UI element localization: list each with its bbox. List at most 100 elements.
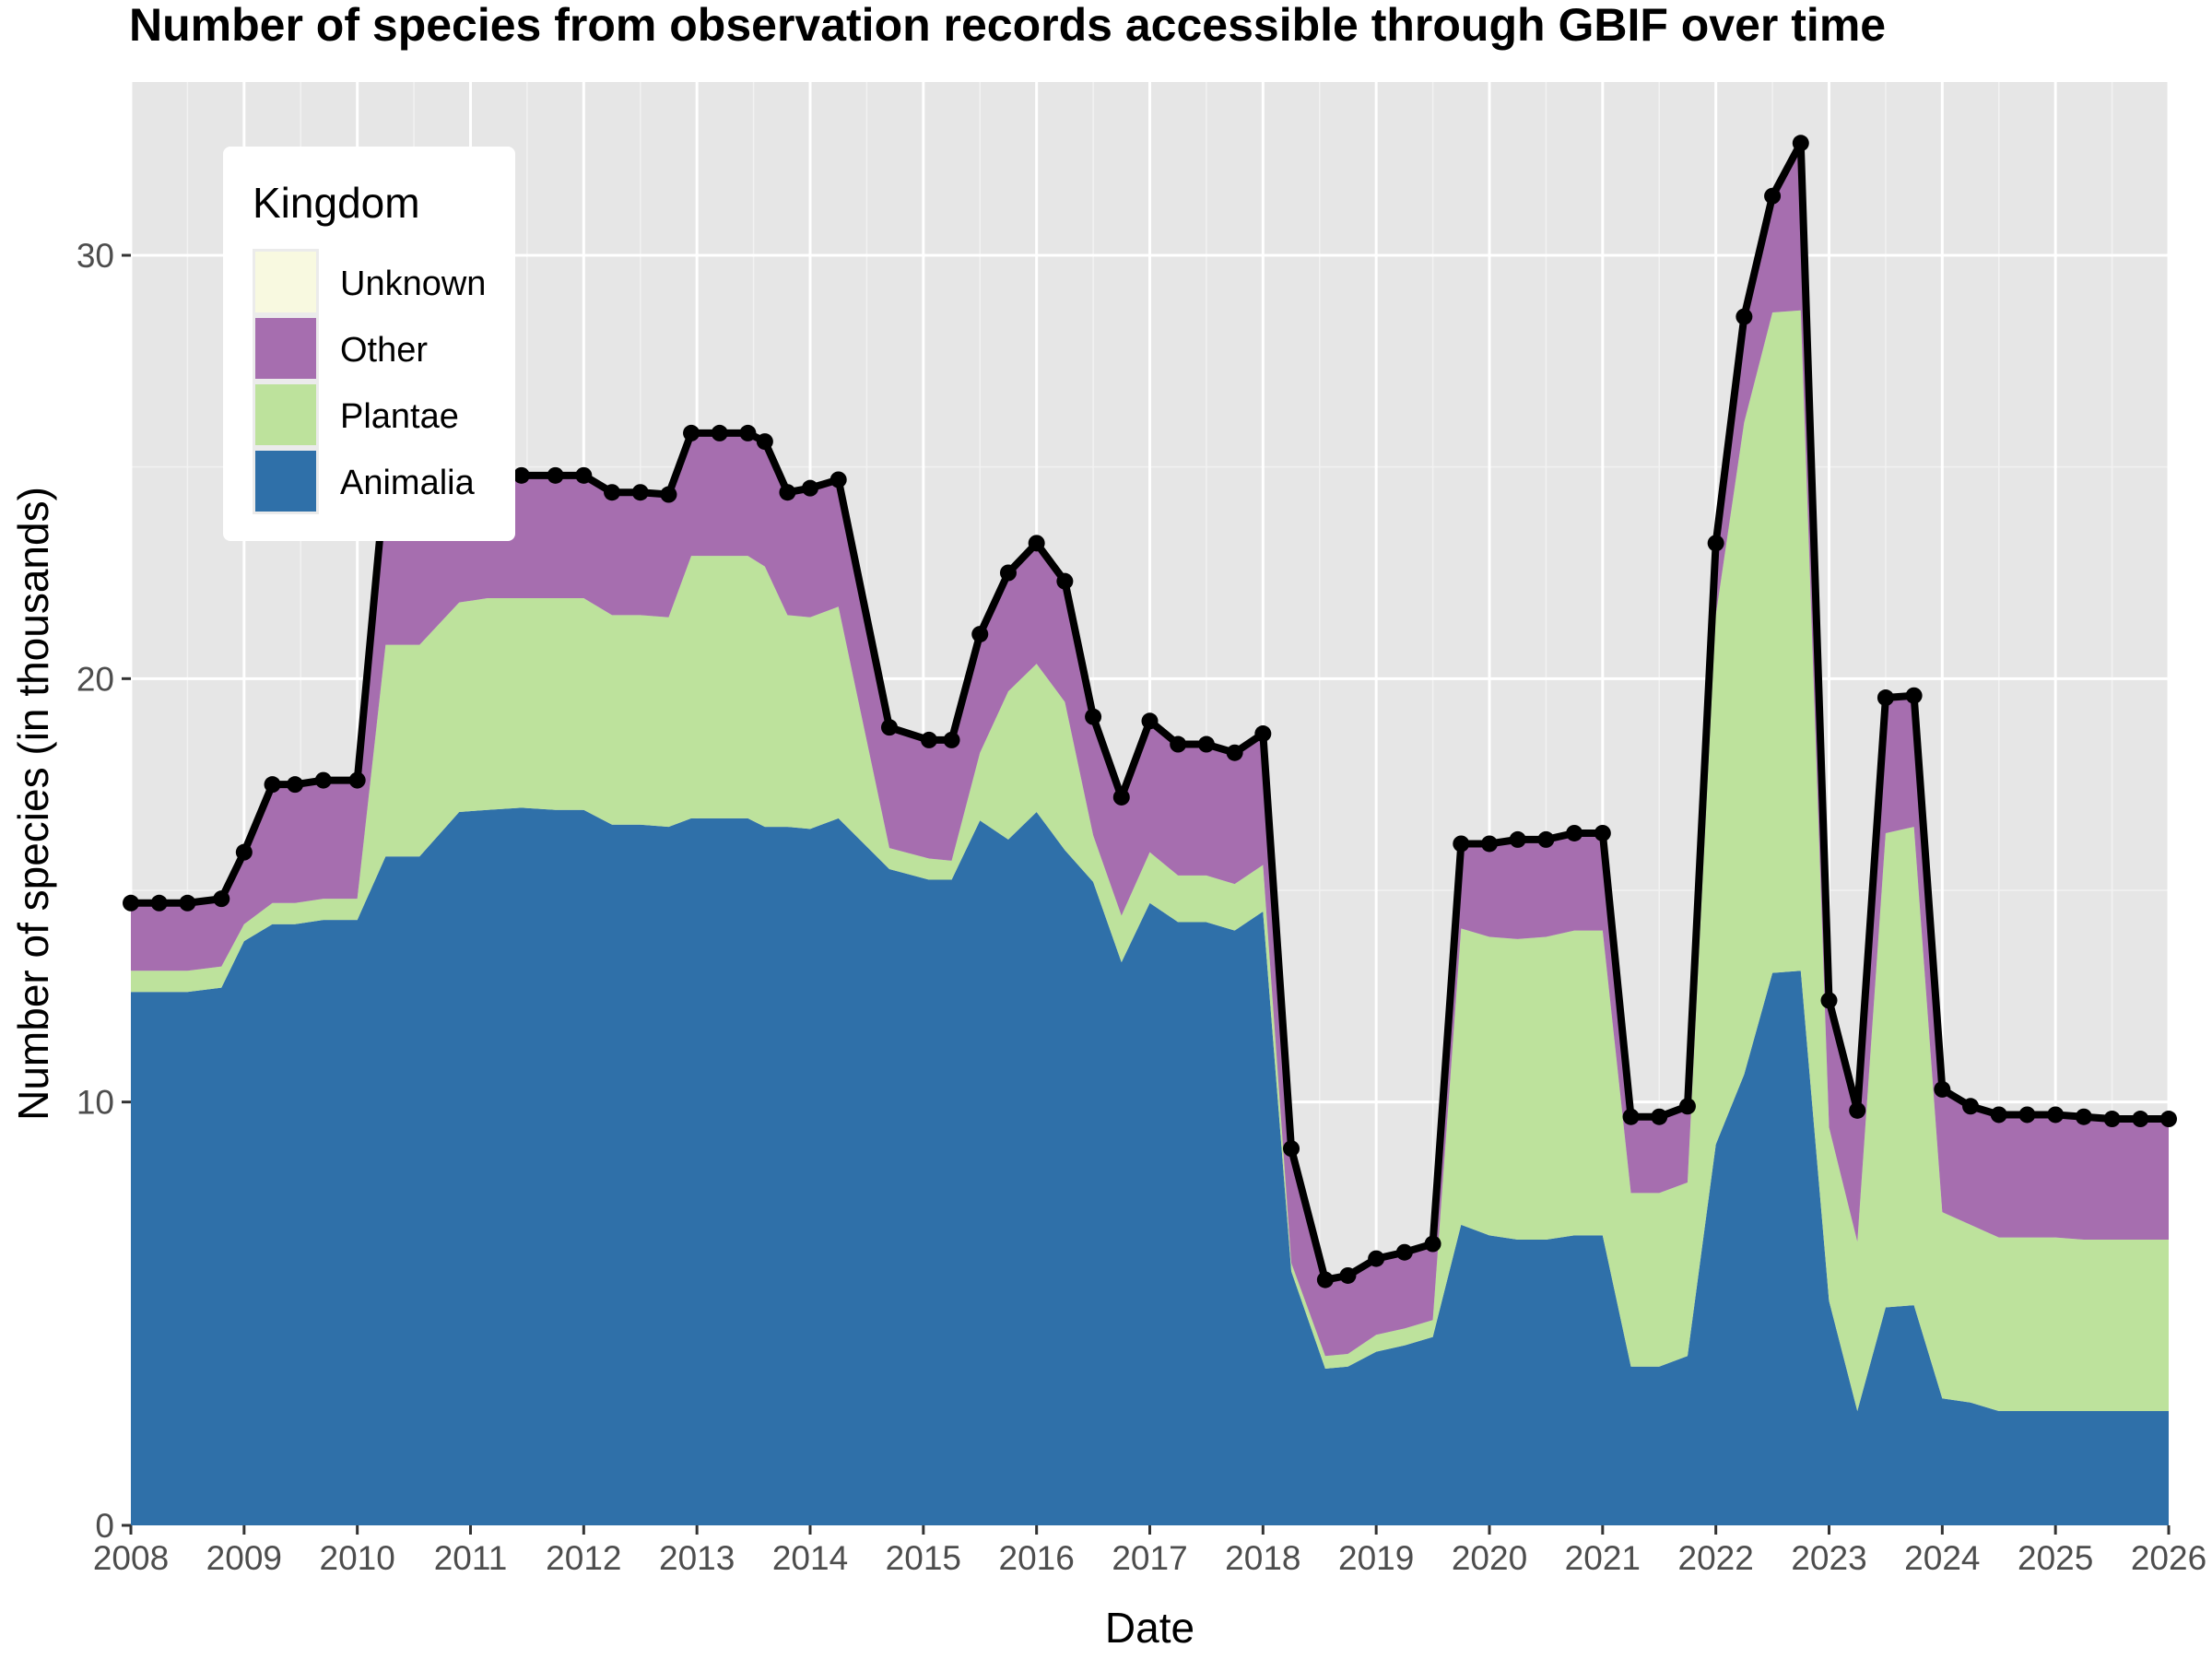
total-point — [1112, 788, 1130, 806]
y-axis-title: Number of species (in thousands) — [9, 487, 57, 1121]
x-axis-title: Date — [1105, 1604, 1194, 1652]
x-tick-label: 2017 — [1112, 1539, 1187, 1577]
total-point — [1085, 708, 1102, 725]
total-point — [1481, 835, 1498, 853]
total-point — [123, 894, 139, 912]
total-point — [264, 776, 281, 794]
total-point — [711, 424, 728, 441]
total-point — [1934, 1080, 1951, 1098]
total-point — [943, 731, 960, 748]
total-point — [547, 466, 564, 484]
x-tick-label: 2018 — [1225, 1539, 1300, 1577]
total-point — [1254, 725, 1272, 743]
x-tick-label: 2014 — [772, 1539, 848, 1577]
x-tick-label: 2025 — [2018, 1539, 2093, 1577]
total-point — [1594, 824, 1611, 841]
x-tick-label: 2015 — [886, 1539, 961, 1577]
total-point — [1735, 308, 1753, 325]
total-point — [920, 731, 937, 748]
total-point — [1707, 535, 1724, 552]
total-point — [1537, 830, 1555, 848]
total-point — [1197, 735, 1215, 753]
axes: 0 10 20 30 2008 2009 2010 2011 2012 2013 2014 2015 2… — [76, 237, 2206, 1577]
x-tick-label: 2008 — [93, 1539, 169, 1577]
area-other — [131, 143, 2169, 1357]
total-point — [512, 466, 530, 484]
legend-label-other: Other — [340, 331, 428, 370]
area-plantae — [131, 310, 2169, 1411]
x-tick-label: 2020 — [1452, 1539, 1527, 1577]
total-point — [880, 719, 898, 736]
total-point — [1651, 1108, 1668, 1125]
total-point — [2160, 1111, 2177, 1128]
total-point — [756, 433, 773, 451]
total-point — [2075, 1108, 2092, 1125]
total-point — [1622, 1108, 1640, 1125]
x-tick-label: 2009 — [206, 1539, 282, 1577]
legend-swatch-plantae — [255, 384, 316, 445]
area-animalia — [131, 807, 2169, 1525]
total-point — [631, 484, 649, 501]
total-point — [348, 771, 366, 789]
total-point — [1962, 1098, 1980, 1115]
total-point — [1566, 824, 1583, 841]
x-tick-label: 2022 — [1678, 1539, 1754, 1577]
x-tick-label: 2024 — [1904, 1539, 1980, 1577]
total-point — [1170, 735, 1187, 753]
total-point — [1820, 992, 1838, 1009]
legend-title: Kingdom — [253, 179, 420, 227]
total-point — [150, 894, 168, 912]
chart-title: Number of species from observation recor… — [129, 0, 1886, 51]
total-point — [779, 484, 796, 501]
total-point — [971, 626, 989, 643]
total-point — [1028, 535, 1045, 552]
x-tick-label: 2013 — [659, 1539, 735, 1577]
legend-swatch-unknown — [255, 252, 316, 312]
legend-swatch-animalia — [255, 451, 316, 512]
total-point — [1141, 712, 1159, 730]
x-tick-label: 2016 — [999, 1539, 1075, 1577]
total-point — [1877, 689, 1894, 707]
total-point — [179, 894, 196, 912]
total-point — [1678, 1098, 1696, 1115]
y-tick-label: 20 — [76, 660, 114, 698]
total-point — [1424, 1235, 1441, 1253]
total-point — [999, 564, 1017, 582]
total-point — [2047, 1106, 2065, 1124]
x-tick-label: 2023 — [1791, 1539, 1866, 1577]
stacked-areas — [131, 143, 2169, 1525]
legend-swatch-other — [255, 318, 316, 379]
x-tick-label: 2012 — [546, 1539, 621, 1577]
x-tick-label: 2011 — [434, 1539, 508, 1577]
total-point — [1509, 830, 1526, 848]
y-tick-label: 10 — [76, 1084, 114, 1122]
legend-label-animalia: Animalia — [340, 464, 476, 502]
total-point — [1226, 744, 1243, 761]
x-tick-label: 2021 — [1565, 1539, 1641, 1577]
total-point — [1283, 1140, 1300, 1158]
total-point — [1368, 1250, 1385, 1267]
total-point — [1453, 835, 1470, 853]
total-point — [1849, 1101, 1866, 1119]
total-line — [123, 135, 2177, 1288]
total-point — [1056, 572, 1074, 590]
total-point — [2132, 1111, 2149, 1128]
x-tick-label: 2010 — [320, 1539, 395, 1577]
total-point — [1792, 135, 1809, 152]
total-point — [830, 471, 847, 488]
total-point — [235, 843, 253, 861]
total-point — [1990, 1106, 2007, 1124]
total-point — [2103, 1111, 2121, 1128]
total-point — [314, 771, 332, 789]
total-point — [213, 890, 230, 908]
y-tick-label: 30 — [76, 237, 114, 275]
legend-label-plantae: Plantae — [340, 397, 459, 436]
total-point — [1316, 1271, 1334, 1288]
total-point — [575, 466, 593, 484]
x-tick-label: 2026 — [2131, 1539, 2206, 1577]
legend-label-unknown: Unknown — [340, 265, 486, 303]
total-point — [683, 424, 700, 441]
total-point — [1339, 1266, 1357, 1284]
legend: Kingdom Unknown Other Plantae Animalia — [223, 147, 515, 541]
